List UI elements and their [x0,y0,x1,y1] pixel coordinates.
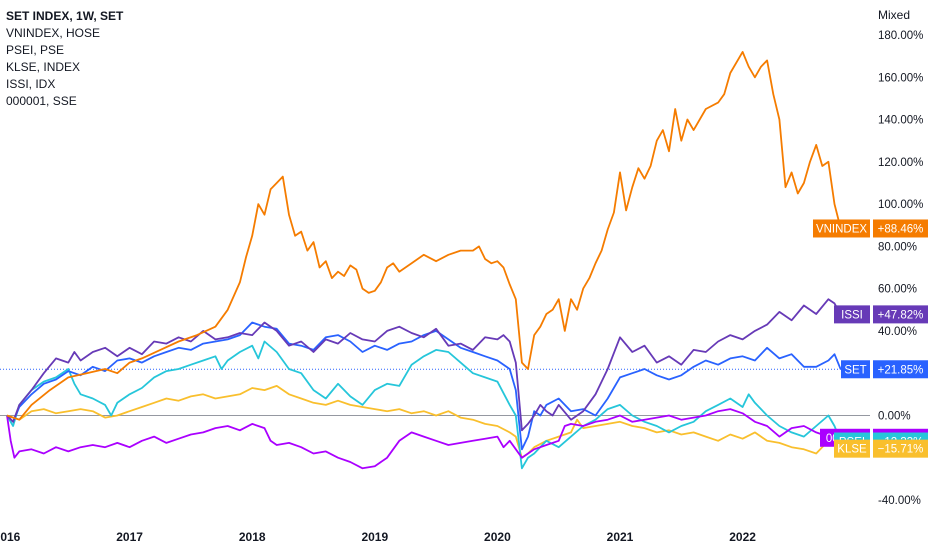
y-tick-label: 60.00% [878,284,917,296]
legend-item-vnindex[interactable]: VNINDEX, HOSE [6,26,101,40]
badge-name-bg [813,219,870,238]
badge-name-label: ISSI [841,309,863,321]
chart-legend: SET INDEX, 1W, SET VNINDEX, HOSE PSEI, P… [6,8,123,110]
series-line-psei [6,340,842,470]
badge-name-bg [834,305,870,324]
badge-value-label: +21.85% [878,364,924,376]
y-tick-label: 80.00% [878,241,917,253]
x-tick-label: 2019 [361,530,388,544]
y-tick-label: 140.00% [878,115,923,127]
y-tick-label: -40.00% [878,495,921,507]
series-line-000001 [6,408,842,470]
badge-name-bg [834,439,870,458]
legend-item-set[interactable]: SET INDEX, 1W, SET [6,9,124,23]
badge-name-label: SET [844,364,866,376]
y-tick-label: 100.00% [878,199,923,211]
value-badge-vnindex: VNINDEX +88.46% [813,219,928,238]
x-tick-label: 2020 [484,530,511,544]
badge-value-label: −15.71% [878,444,924,456]
y-tick-label: 40.00% [878,326,917,338]
legend-item-psei[interactable]: PSEI, PSE [6,43,65,57]
badge-value-bg [873,305,928,324]
badge-value-bg [873,360,928,379]
badge-name-bg [841,360,870,379]
x-tick-label: 2018 [239,530,266,544]
badge-value-label: +47.82% [878,309,924,321]
y-tick-label: 120.00% [878,157,923,169]
badge-value-bg [873,439,928,458]
x-tick-label: 2021 [607,530,634,544]
x-tick-label: 2016 [0,530,21,544]
y-tick-label: 160.00% [878,72,923,84]
legend-item-issi[interactable]: ISSI, IDX [6,77,56,91]
x-tick-label: 2017 [116,530,143,544]
x-tick-label: 2022 [729,530,756,544]
series-line-set [6,321,842,451]
value-badge-issi: ISSI +47.82% [834,305,928,324]
badge-value-label: +88.46% [878,223,924,235]
legend-item-klse[interactable]: KLSE, INDEX [6,60,81,74]
series-line-vnindex [6,51,842,421]
scale-mode-label[interactable]: Mixed [877,8,910,22]
badge-name-label: KLSE [837,444,867,456]
badge-value-bg [873,219,928,238]
legend-item-000001[interactable]: 000001, SSE [6,94,77,108]
value-badge-klse: KLSE −15.71% [834,439,928,458]
badge-name-label: VNINDEX [816,223,867,235]
y-tick-label: 180.00% [878,30,923,42]
value-badge-set: SET +21.85% [841,360,928,379]
series-line-issi [6,298,842,432]
y-tick-label: 0.00% [878,410,911,422]
series-line-klse [6,385,842,459]
